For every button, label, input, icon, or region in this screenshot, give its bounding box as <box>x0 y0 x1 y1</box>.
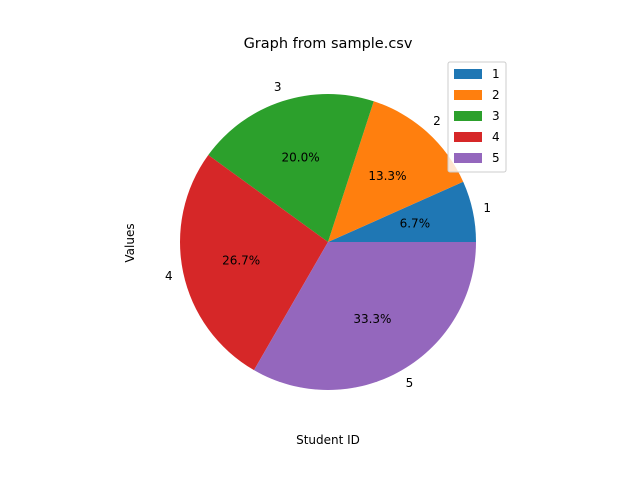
chart-title: Graph from sample.csv <box>244 36 413 52</box>
legend-label-4: 4 <box>492 130 500 144</box>
legend-swatch-2 <box>454 90 482 100</box>
pie-slice-2 <box>328 101 464 243</box>
category-label-1: 1 <box>483 201 491 215</box>
x-axis-label: Student ID <box>296 433 360 447</box>
percent-label-5: 33.3% <box>353 312 391 326</box>
category-label-5: 5 <box>406 376 414 390</box>
pie-slice-3 <box>208 93 374 242</box>
legend-label-1: 1 <box>492 67 500 81</box>
category-label-4: 4 <box>165 269 173 283</box>
percent-label-1: 6.7% <box>400 217 431 231</box>
legend-label-5: 5 <box>492 151 500 165</box>
legend: 1 2 3 4 5 <box>447 61 507 173</box>
pie-slice-4 <box>180 155 328 371</box>
legend-swatch-4 <box>454 132 482 142</box>
legend-label-2: 2 <box>492 88 500 102</box>
percent-label-4: 26.7% <box>222 253 260 267</box>
category-labels: 1 2 3 4 5 <box>165 80 491 390</box>
legend-swatch-3 <box>454 111 482 121</box>
category-label-2: 2 <box>433 114 441 128</box>
legend-swatch-1 <box>454 69 482 79</box>
percent-label-3: 20.0% <box>281 151 319 165</box>
pie-slice-1 <box>328 181 476 242</box>
y-axis-label: Values <box>123 223 137 262</box>
percent-labels: 6.7% 13.3% 20.0% 26.7% 33.3% <box>222 151 430 326</box>
pie-slice-5 <box>254 242 476 390</box>
legend-swatch-5 <box>454 153 482 163</box>
percent-label-2: 13.3% <box>368 169 406 183</box>
category-label-3: 3 <box>274 80 282 94</box>
pie-slices <box>180 93 476 390</box>
legend-label-3: 3 <box>492 109 500 123</box>
